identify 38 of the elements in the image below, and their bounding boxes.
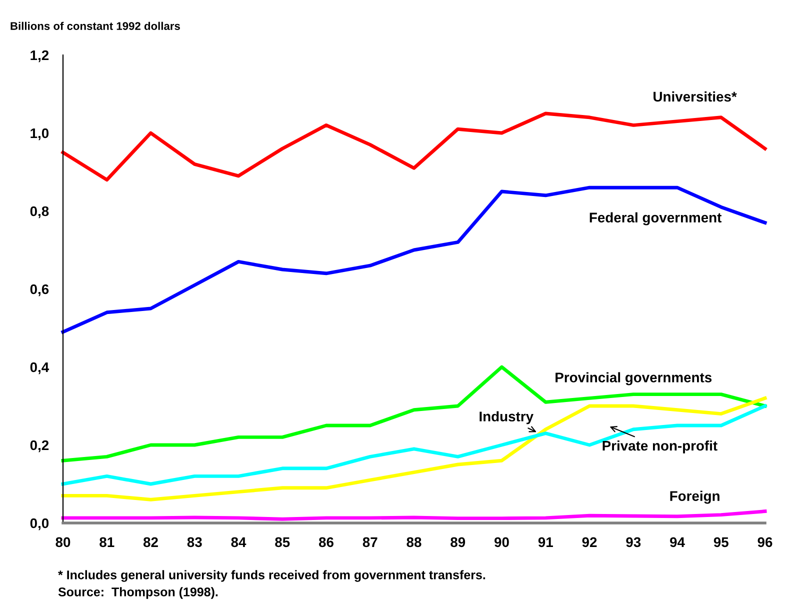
x-tick-label: 81: [100, 537, 114, 548]
x-tick-label: 84: [231, 537, 246, 548]
line-series: [61, 510, 767, 521]
x-tick-label: 83: [187, 537, 202, 548]
y-tick-label: 0,8: [30, 206, 49, 218]
x-tick-label: 82: [143, 537, 158, 548]
x-tick-label: 95: [714, 537, 728, 548]
x-tick-label: 94: [670, 537, 685, 548]
series-label: Industry: [480, 411, 534, 424]
series-label: Private non-profit: [602, 440, 718, 454]
series-label: Foreign: [670, 490, 720, 504]
x-tick-label: 91: [538, 537, 553, 548]
y-tick-label: 0,0: [30, 518, 49, 530]
series-label: Universities*: [654, 91, 737, 102]
source-note: Source: Thompson (1998).: [58, 587, 218, 599]
x-tick-label: 85: [275, 537, 290, 548]
series-label: Federal government: [590, 212, 722, 226]
line-series: [61, 404, 767, 486]
y-tick-label: 0,6: [30, 284, 49, 296]
y-tick-label: 1,2: [30, 50, 49, 62]
y-tick-label: 0,2: [30, 440, 49, 452]
line-series: [61, 365, 767, 462]
line-series: [61, 112, 767, 182]
text: * Includes general university funds received from government transfers.: [58, 570, 486, 582]
series-label: Provincial governments: [556, 372, 712, 386]
x-tick-label: 88: [406, 537, 422, 548]
y-axis-title: Billions of constant 1992 dollars: [10, 22, 180, 30]
x-tick-label: 96: [758, 537, 772, 548]
x-tick-label: 80: [56, 537, 70, 548]
x-tick-label: 93: [626, 537, 641, 548]
x-tick-label: 87: [362, 537, 378, 548]
x-tick-label: 86: [318, 537, 334, 548]
x-tick-label: 90: [494, 537, 509, 548]
x-tick-label: 89: [450, 537, 466, 548]
line-series: [61, 186, 767, 334]
x-tick-label: 92: [582, 537, 597, 548]
y-tick-label: 1,0: [30, 128, 49, 140]
y-tick-label: 0,4: [30, 362, 50, 374]
